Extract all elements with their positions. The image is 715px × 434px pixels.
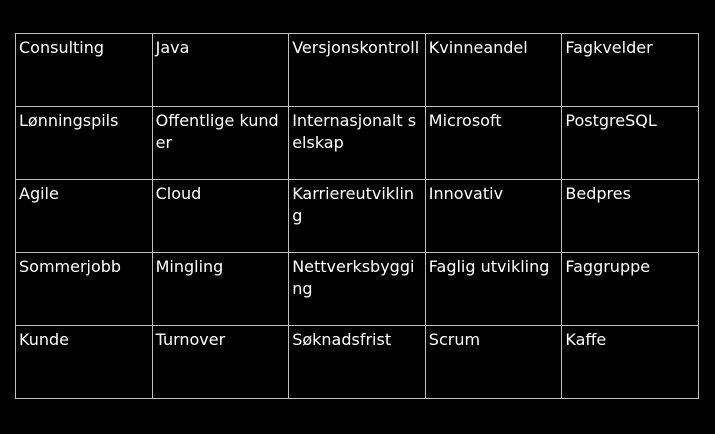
bingo-cell[interactable]: Faggruppe: [561, 252, 699, 326]
bingo-cell[interactable]: PostgreSQL: [561, 106, 699, 180]
bingo-cell[interactable]: Kvinneandel: [424, 33, 563, 107]
bingo-cell[interactable]: Versjonskontroll: [288, 33, 426, 107]
bingo-cell[interactable]: Fagkvelder: [561, 33, 699, 107]
bingo-cell[interactable]: Bedpres: [561, 179, 699, 253]
bingo-cell[interactable]: Turnover: [151, 325, 290, 399]
bingo-cell[interactable]: Cloud: [151, 179, 290, 253]
bingo-cell[interactable]: Faglig utvikling: [424, 252, 563, 326]
bingo-cell[interactable]: Mingling: [151, 252, 290, 326]
bingo-cell[interactable]: Innovativ: [424, 179, 563, 253]
bingo-board: Consulting Java Versjonskontroll Kvinnea…: [15, 33, 699, 399]
board-row: Sommerjobb Mingling Nettverksbygging Fag…: [15, 252, 699, 326]
bingo-cell[interactable]: Java: [151, 33, 290, 107]
bingo-cell[interactable]: Kaffe: [561, 325, 699, 399]
bingo-cell[interactable]: Søknadsfrist: [288, 325, 426, 399]
bingo-cell[interactable]: Internasjonalt selskap: [288, 106, 426, 180]
bingo-cell[interactable]: Scrum: [424, 325, 563, 399]
board-row: Lønningspils Offentlige kunder Internasj…: [15, 106, 699, 180]
bingo-cell[interactable]: Nettverksbygging: [288, 252, 426, 326]
bingo-cell[interactable]: Kunde: [15, 325, 153, 399]
board-row: Consulting Java Versjonskontroll Kvinnea…: [15, 33, 699, 107]
bingo-cell[interactable]: Lønningspils: [15, 106, 153, 180]
bingo-cell[interactable]: Sommerjobb: [15, 252, 153, 326]
bingo-cell[interactable]: Agile: [15, 179, 153, 253]
bingo-cell[interactable]: Offentlige kunder: [151, 106, 290, 180]
bingo-cell[interactable]: Microsoft: [424, 106, 563, 180]
board-row: Agile Cloud Karriereutvikling Innovativ …: [15, 179, 699, 253]
board-row: Kunde Turnover Søknadsfrist Scrum Kaffe: [15, 325, 699, 399]
bingo-cell[interactable]: Consulting: [15, 33, 153, 107]
bingo-cell[interactable]: Karriereutvikling: [288, 179, 426, 253]
